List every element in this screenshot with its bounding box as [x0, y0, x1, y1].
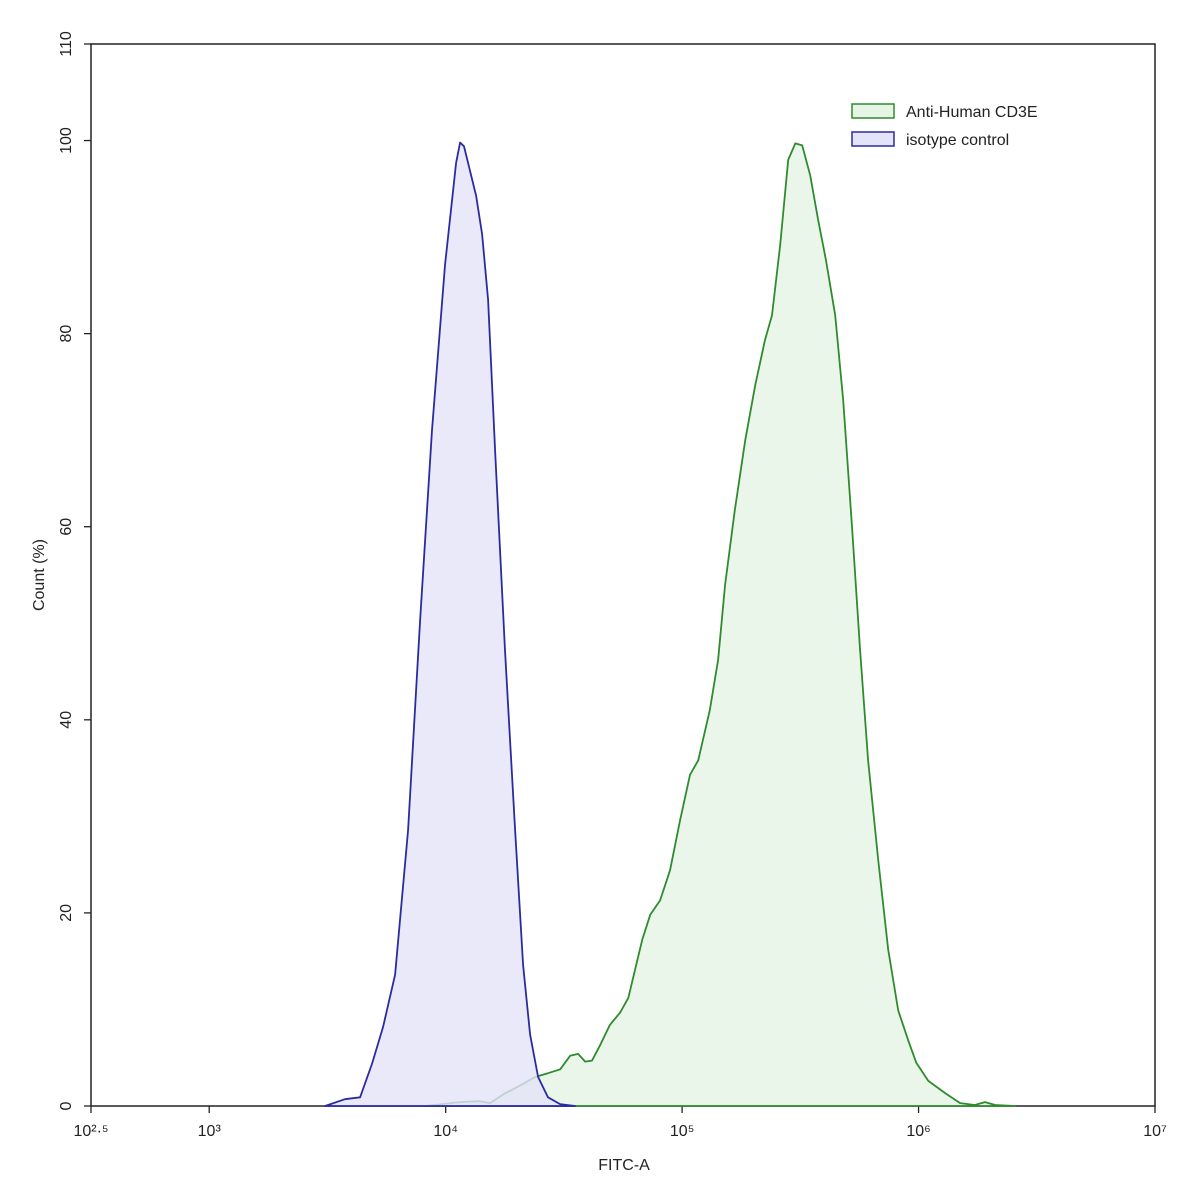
area-line — [324, 141, 576, 1107]
area-line — [424, 142, 1016, 1107]
y-tick-label: 0 — [58, 1101, 75, 1110]
legend-swatch — [851, 131, 895, 147]
y-tick-label: 100 — [58, 127, 75, 154]
legend-label: Anti-Human CD3E — [906, 104, 1038, 121]
y-tick-label: 20 — [58, 904, 75, 922]
y-tick-label: 60 — [58, 518, 75, 536]
x-tick-label: 10⁴ — [433, 1123, 458, 1140]
legend-label: isotype control — [906, 132, 1009, 149]
x-tick-label: 10²·⁵ — [73, 1123, 108, 1140]
x-tick-label: 10³ — [198, 1123, 222, 1140]
plot-frame — [90, 43, 1156, 1107]
x-tick-label: 10⁶ — [906, 1123, 930, 1140]
x-tick-label: 10⁷ — [1143, 1123, 1167, 1140]
y-tick-label: 110 — [58, 31, 75, 57]
y-tick-label: 80 — [58, 325, 75, 343]
y-axis-label: Count (%) — [31, 539, 48, 611]
x-tick-label: 10⁵ — [670, 1123, 694, 1140]
y-tick-label: 40 — [58, 711, 75, 729]
x-axis-label: FITC-A — [598, 1157, 650, 1174]
legend-swatch — [851, 103, 895, 119]
